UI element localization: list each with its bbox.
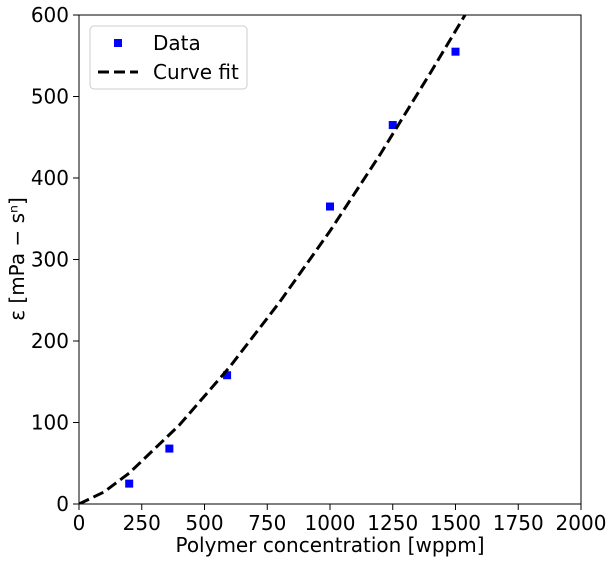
data-point — [125, 479, 134, 488]
data-point — [451, 47, 460, 56]
x-tick-label: 2000 — [556, 511, 607, 535]
x-axis-label: Polymer concentration [wppm] — [175, 533, 484, 557]
data-point — [326, 202, 334, 211]
x-tick-label: 1750 — [493, 511, 544, 535]
y-axis-label: ε [mPa − sⁿ] — [5, 197, 29, 321]
y-tick-label: 0 — [56, 492, 69, 516]
x-tick-label: 1250 — [367, 511, 418, 535]
data-point — [223, 371, 232, 380]
legend-label: Curve fit — [153, 60, 239, 84]
y-tick-label: 100 — [31, 411, 69, 435]
y-tick-label: 400 — [31, 166, 69, 190]
legend-marker — [114, 39, 122, 47]
plot-frame — [78, 14, 582, 505]
y-tick-label: 300 — [31, 248, 69, 272]
x-tick-label: 750 — [248, 511, 286, 535]
x-tick-label: 500 — [185, 511, 223, 535]
x-tick-label: 1500 — [430, 511, 481, 535]
data-point — [388, 121, 397, 130]
x-tick-label: 0 — [73, 511, 86, 535]
x-tick-label: 250 — [123, 511, 161, 535]
legend-label: Data — [153, 31, 201, 55]
legend-box — [89, 25, 248, 90]
x-tick-label: 1000 — [305, 511, 356, 535]
data-point — [165, 444, 174, 453]
y-tick-label: 600 — [31, 3, 69, 27]
curve-fit-line — [79, 15, 467, 504]
plot-area — [79, 15, 467, 504]
y-tick-label: 200 — [31, 329, 69, 353]
y-tick-label: 500 — [31, 85, 69, 109]
